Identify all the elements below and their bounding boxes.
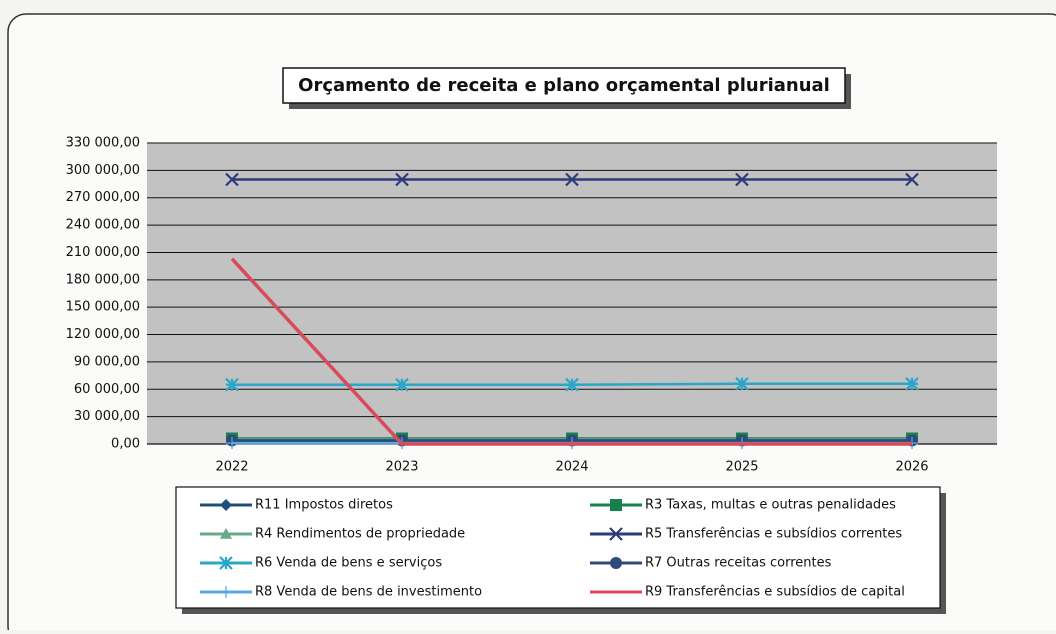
y-tick-label: 0,00: [111, 437, 140, 452]
x-tick-label: 2025: [725, 460, 758, 475]
legend-label: R11 Impostos diretos: [255, 498, 393, 513]
series-line: [230, 257, 912, 446]
marker: [610, 557, 622, 569]
legend-label: R5 Transferências e subsídios correntes: [645, 527, 902, 542]
y-tick-label: 60 000,00: [74, 382, 140, 397]
legend-label: R3 Taxas, multas e outras penalidades: [645, 498, 896, 513]
marker: [226, 437, 238, 450]
marker: [565, 172, 579, 187]
y-tick-label: 240 000,00: [66, 218, 140, 233]
x-tick-label: 2022: [215, 460, 248, 475]
marker: [395, 172, 409, 187]
marker: [905, 172, 919, 187]
y-tick-label: 180 000,00: [66, 272, 140, 287]
plot-area: [147, 143, 997, 444]
x-tick-label: 2024: [555, 460, 588, 475]
legend-label: R4 Rendimentos de propriedade: [255, 527, 465, 542]
marker: [395, 377, 409, 392]
y-tick-label: 30 000,00: [74, 409, 140, 424]
y-tick-label: 120 000,00: [66, 327, 140, 342]
title-box: [282, 67, 846, 104]
marker: [905, 377, 919, 391]
marker: [609, 527, 623, 541]
x-tick-label: 2026: [895, 460, 928, 475]
y-tick-label: 300 000,00: [66, 163, 140, 178]
y-tick-label: 150 000,00: [66, 300, 140, 315]
legend-label: R9 Transferências e subsídios de capital: [645, 585, 905, 600]
y-tick-label: 210 000,00: [66, 245, 140, 260]
y-tick-label: 330 000,00: [66, 136, 140, 151]
marker: [220, 528, 232, 539]
marker: [565, 377, 579, 392]
legend-label: R7 Outras receitas correntes: [645, 556, 832, 571]
legend-label: R8 Venda de bens de investimento: [255, 585, 482, 600]
marker: [220, 499, 232, 511]
marker: [220, 586, 232, 598]
y-tick-label: 90 000,00: [74, 354, 140, 369]
marker: [225, 172, 239, 187]
y-tick-label: 270 000,00: [66, 190, 140, 205]
x-tick-label: 2023: [385, 460, 418, 475]
legend-label: R6 Venda de bens e serviços: [255, 556, 442, 571]
chart-title: Orçamento de receita e plano orçamental …: [298, 75, 830, 96]
marker: [735, 377, 749, 391]
legend-box: [175, 486, 941, 609]
marker: [225, 377, 239, 392]
marker: [610, 499, 622, 511]
marker: [219, 556, 233, 570]
marker: [735, 172, 749, 187]
